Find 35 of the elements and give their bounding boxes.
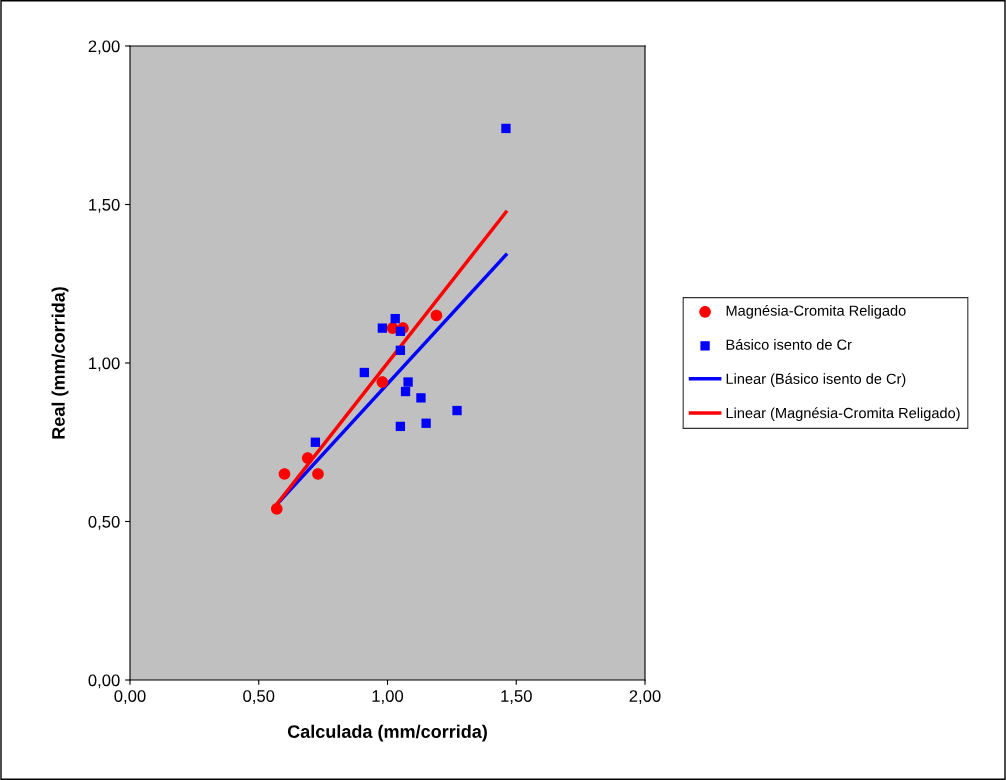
y-tick-label: 1,50 (89, 198, 120, 213)
point (312, 468, 324, 480)
point (395, 345, 406, 355)
point (301, 452, 314, 464)
x-axis-title: Calculada (mm/corrida) (287, 724, 487, 742)
x-tick-label: 1,50 (501, 690, 532, 704)
y-tick-label: 0,50 (88, 515, 120, 530)
point (310, 437, 321, 447)
legend-label: Linear (Básico isento de Cr) (726, 373, 906, 387)
point (390, 313, 400, 324)
legend-label: Básico isento de Cr (726, 338, 852, 350)
x-tick-label: 0,00 (114, 690, 146, 704)
point (395, 326, 406, 336)
point (430, 309, 443, 322)
x-tick-label: 2,00 (629, 690, 661, 704)
x-tick-label: 0,50 (243, 690, 275, 704)
y-tick-label: 1,00 (89, 357, 120, 372)
point (416, 393, 426, 403)
point (376, 376, 389, 388)
y-tick-label: 2,00 (88, 40, 120, 55)
point (270, 503, 283, 515)
x-tick-label: 1,00 (372, 690, 404, 704)
legend-label: Magnésia-Cromita Religado (726, 304, 906, 319)
point (421, 418, 431, 428)
legend-label: Linear (Magnésia-Cromita Religado) (726, 407, 960, 422)
point (359, 367, 369, 378)
point (377, 323, 388, 333)
point (501, 123, 511, 134)
y-axis-title: Real (mm/corrida) (51, 287, 69, 439)
point (278, 468, 291, 480)
point (400, 386, 411, 397)
y-tick-label: 0,00 (88, 674, 120, 689)
point (395, 421, 406, 432)
point (403, 377, 413, 387)
point (452, 405, 462, 416)
